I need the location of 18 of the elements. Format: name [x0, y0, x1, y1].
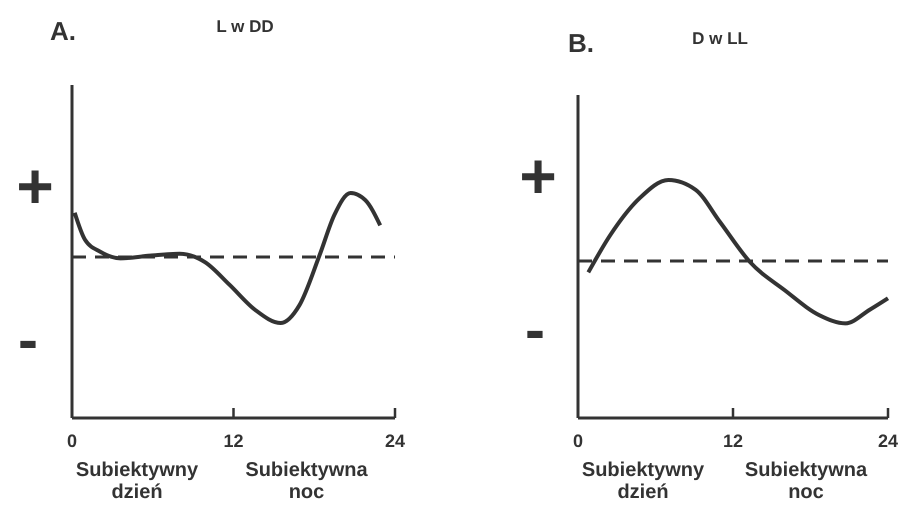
x-tick-label: 12 [223, 430, 244, 451]
text: + [16, 150, 54, 222]
text: - [525, 296, 545, 363]
text: Subiektywny dzień [76, 459, 199, 503]
x-tick-label: 24 [384, 430, 406, 451]
text: - [18, 306, 38, 373]
text: Subiektywna noc [744, 459, 868, 503]
text: Subiektywny dzień [582, 459, 705, 503]
chart-title: L w DD [216, 17, 274, 36]
text: + [519, 140, 557, 212]
x-tick-label: 12 [722, 430, 744, 451]
x-tick-label: 0 [66, 430, 78, 451]
x-tick-label: 0 [572, 430, 584, 451]
chart-title: D w LL [692, 29, 748, 48]
x-tick-label: 24 [878, 430, 898, 451]
text: B. [568, 28, 594, 58]
text: A. [50, 16, 76, 46]
text: Subiektywna noc [245, 459, 368, 503]
